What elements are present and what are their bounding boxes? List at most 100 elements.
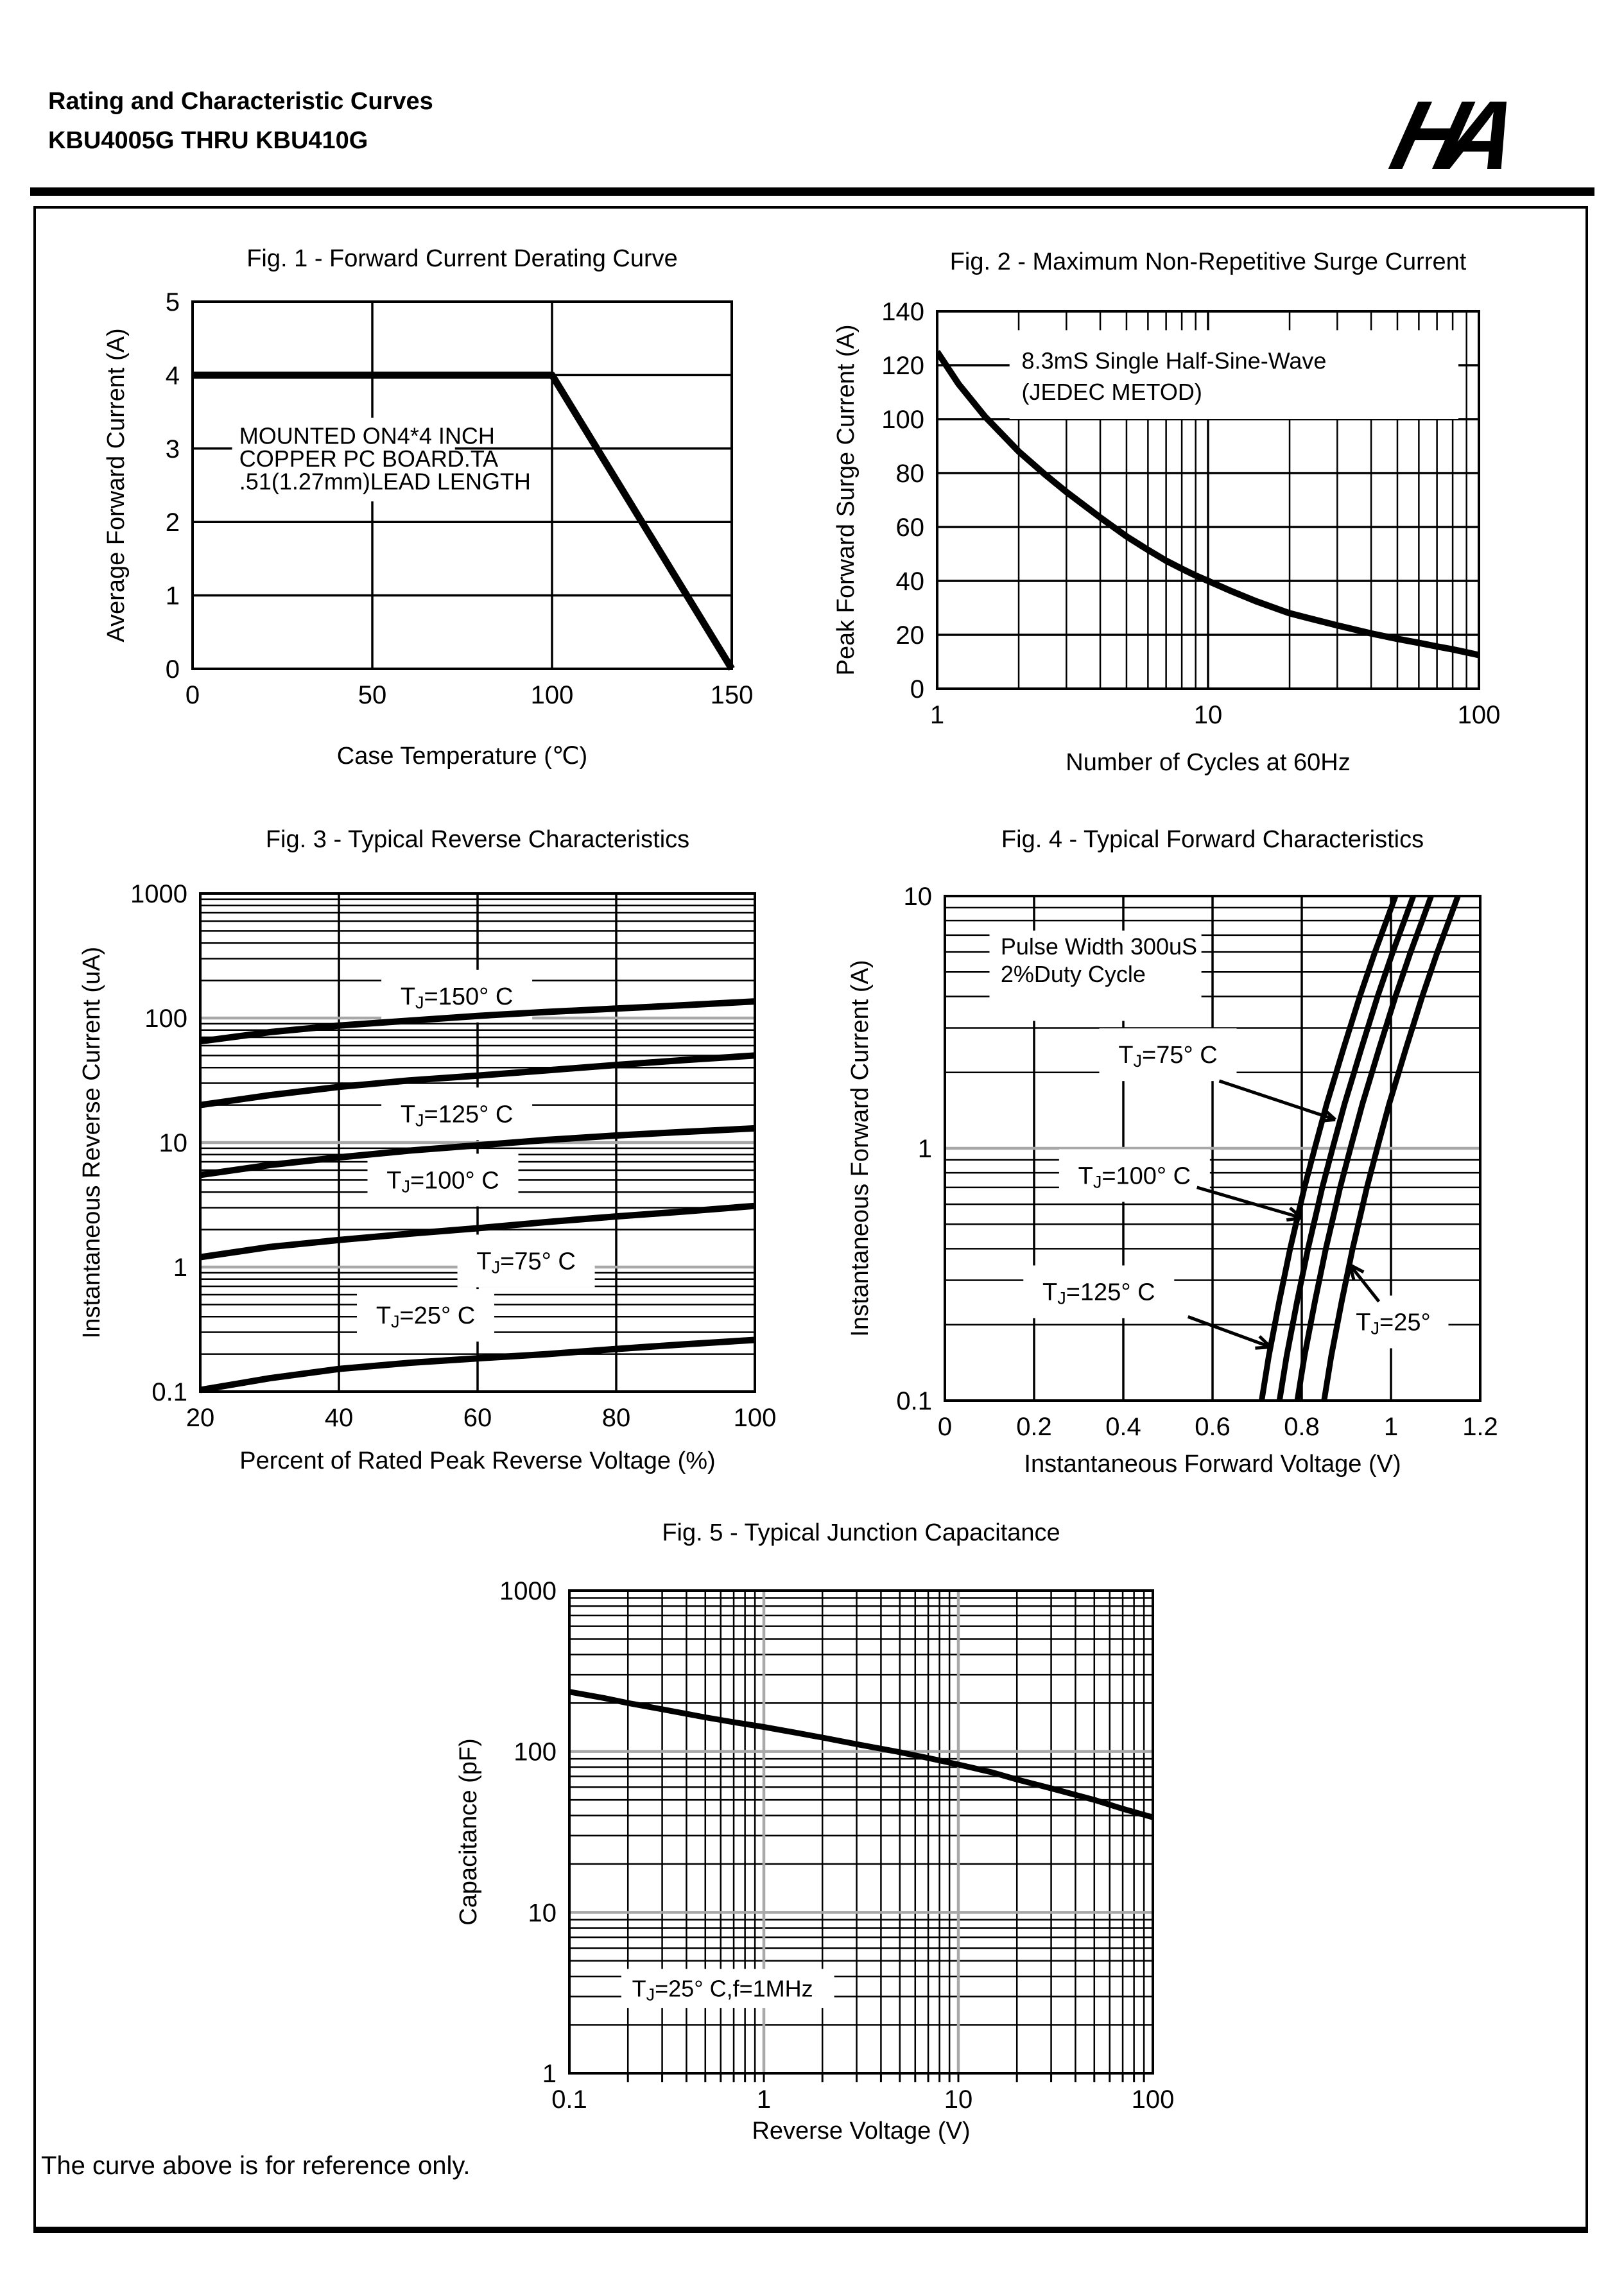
fig4-ytick-1: 1: [918, 1135, 932, 1163]
fig3-y-axis-title: Instantaneous Reverse Current (uA): [78, 947, 105, 1338]
fig3-label-2: TJ=100° C: [386, 1167, 499, 1196]
header-rule: [30, 187, 1594, 196]
fig3-xtick-40: 40: [325, 1404, 354, 1432]
fig3-curve-1: [200, 1052, 756, 1109]
fig2-annotation-0-line-1: (JEDEC METOD): [1022, 379, 1202, 405]
fig2-ytick-60: 60: [896, 514, 925, 542]
fig5-ytick-100: 100: [514, 1738, 557, 1766]
fig1-ytick-5: 5: [166, 288, 180, 316]
fig4-curve-2: [1294, 895, 1434, 1401]
fig2-surge-current-chart: 8.3mS Single Half-Sine-Wave (JEDEC METOD)…: [833, 248, 1501, 776]
fig4-label-0: TJ=75° C: [1118, 1042, 1217, 1071]
content-border: [33, 206, 1588, 2233]
fig2-xtick-1: 1: [930, 701, 944, 729]
fig1-xtick-50: 50: [358, 681, 387, 709]
fig3-curve-0: [200, 998, 756, 1045]
fig5-curve-0: [569, 1689, 1154, 1820]
fig2-xtick-10: 10: [1194, 701, 1223, 729]
fig4-curve-3: [1321, 895, 1461, 1401]
fig3-curve-3: [200, 1202, 756, 1261]
fig1-label-boxes: [232, 417, 455, 502]
fig4-y-axis-title: Instantaneous Forward Current (A): [847, 960, 874, 1336]
fig4-label-1: TJ=100° C: [1078, 1162, 1191, 1191]
fig1-annotation-0-line-1: COPPER PC BOARD.TA: [239, 445, 498, 472]
fig4-arrows: [1187, 1079, 1381, 1350]
fig3-label-1: TJ=125° C: [401, 1101, 514, 1130]
fig2-series: [936, 350, 1480, 659]
fig5-xtick-10: 10: [944, 2085, 973, 2114]
fig2-x-axis-title: Number of Cycles at 60Hz: [1066, 749, 1351, 776]
fig3-xtick-80: 80: [602, 1404, 631, 1432]
fig1-series: [193, 371, 735, 671]
fig3-ytick-10: 10: [159, 1129, 188, 1157]
fig4-xtick-0.8: 0.8: [1284, 1413, 1320, 1441]
fig4-xtick-1: 1: [1384, 1413, 1398, 1441]
fig2-curve-0: [936, 350, 1480, 659]
fig1-ytick-1: 1: [166, 582, 180, 610]
fig3-reverse-characteristics-chart: TJ=150° C TJ=125° C TJ=100° C TJ=75° CTJ=25…: [78, 826, 777, 1474]
fig3-xtick-60: 60: [463, 1404, 492, 1432]
fig4-annotation-0-line-0: Pulse Width 300uS: [1001, 933, 1197, 960]
fig4-label-2: TJ=125° C: [1042, 1279, 1155, 1308]
fig2-ytick-0: 0: [910, 675, 924, 703]
fig3-x-axis-title: Percent of Rated Peak Reverse Voltage (%…: [239, 1447, 715, 1474]
fig5-y-axis-title: Capacitance (pF): [455, 1738, 482, 1925]
fig4-annotation-0-line-1: 2%Duty Cycle: [1001, 961, 1146, 987]
fig5-ytick-1: 1: [542, 2060, 557, 2088]
fig3-xtick-20: 20: [186, 1404, 215, 1432]
fig3-y-tick-labels: 0.1 1 10 100 1000: [130, 880, 187, 1406]
fig2-x-tick-labels: 1 10 100: [930, 701, 1501, 729]
fig3-label-0: TJ=150° C: [401, 983, 514, 1012]
fig4-series: [1259, 895, 1461, 1401]
fig3-grid: [200, 893, 755, 1392]
fig5-ytick-1000: 1000: [499, 1577, 557, 1605]
footer-note: The curve above is for reference only.: [41, 2152, 471, 2180]
fig1-x-tick-labels: 0 50 100 150: [186, 681, 754, 709]
fig1-x-axis-title: Case Temperature (℃): [337, 743, 587, 770]
fig4-ytick-10: 10: [904, 883, 933, 911]
fig1-curve-0: [193, 371, 735, 671]
fig2-plot-border: [936, 310, 1480, 690]
page-title: Rating and Characteristic Curves: [48, 88, 433, 115]
fig1-ytick-4: 4: [166, 361, 180, 390]
fig1-title: Fig. 1 - Forward Current Derating Curve: [246, 245, 678, 272]
fig1-ytick-3: 3: [166, 435, 180, 463]
fig4-curve-1: [1276, 895, 1417, 1401]
fig5-labels: TJ=25° C,f=1MHz: [632, 1975, 813, 2004]
logo-text: HA: [1381, 87, 1524, 189]
fig1-annotation-0-line-0: MOUNTED ON4*4 INCH: [239, 422, 495, 449]
fig4-x-axis-title: Instantaneous Forward Voltage (V): [1024, 1451, 1401, 1478]
fig4-label-3: TJ=25°: [1356, 1309, 1430, 1338]
fig2-annotation-0-line-0: 8.3mS Single Half-Sine-Wave: [1022, 348, 1327, 374]
fig2-y-tick-labels: 0 20 40 60 80 100 120 140: [881, 298, 924, 703]
fig5-xtick-0.1: 0.1: [551, 2085, 587, 2114]
fig5-x-tick-labels: 0.1 1 10 100: [551, 2085, 1174, 2114]
fig5-y-tick-labels: 1 10 100 1000: [499, 1577, 557, 2088]
fig5-plot-border: [568, 1589, 1154, 2075]
fig3-curve-2: [200, 1125, 756, 1178]
fig3-ytick-1000: 1000: [130, 880, 187, 908]
fig3-label-4: TJ=25° C: [376, 1302, 475, 1331]
fig4-label-boxes: [989, 930, 1449, 1349]
fig4-curve-0: [1259, 895, 1399, 1401]
fig4-xtick-0: 0: [938, 1413, 952, 1441]
fig1-annotation-0-line-2: .51(1.27mm)LEAD LENGTH: [239, 468, 531, 494]
fig3-title: Fig. 3 - Typical Reverse Characteristics: [266, 826, 689, 853]
fig3-ytick-1: 1: [173, 1254, 187, 1282]
fig3-series: [200, 998, 756, 1394]
fig5-grid: [569, 1591, 1153, 2073]
fig3-labels: TJ=150° C TJ=125° C TJ=100° C TJ=75° CTJ=25…: [376, 983, 576, 1331]
fig2-ytick-120: 120: [881, 352, 924, 380]
fig2-xtick-100: 100: [1458, 701, 1501, 729]
logo-letters: HA: [1381, 87, 1524, 189]
fig5-series: [569, 1689, 1154, 1820]
fig2-labels: 8.3mS Single Half-Sine-Wave (JEDEC METOD): [1022, 348, 1327, 405]
fig3-x-tick-labels: 20 40 60 80 100: [186, 1404, 777, 1432]
fig1-y-axis-title: Average Forward Current (A): [103, 328, 130, 642]
fig1-xtick-0: 0: [186, 681, 200, 709]
fig2-ytick-100: 100: [881, 406, 924, 434]
fig4-xtick-1.2: 1.2: [1462, 1413, 1498, 1441]
